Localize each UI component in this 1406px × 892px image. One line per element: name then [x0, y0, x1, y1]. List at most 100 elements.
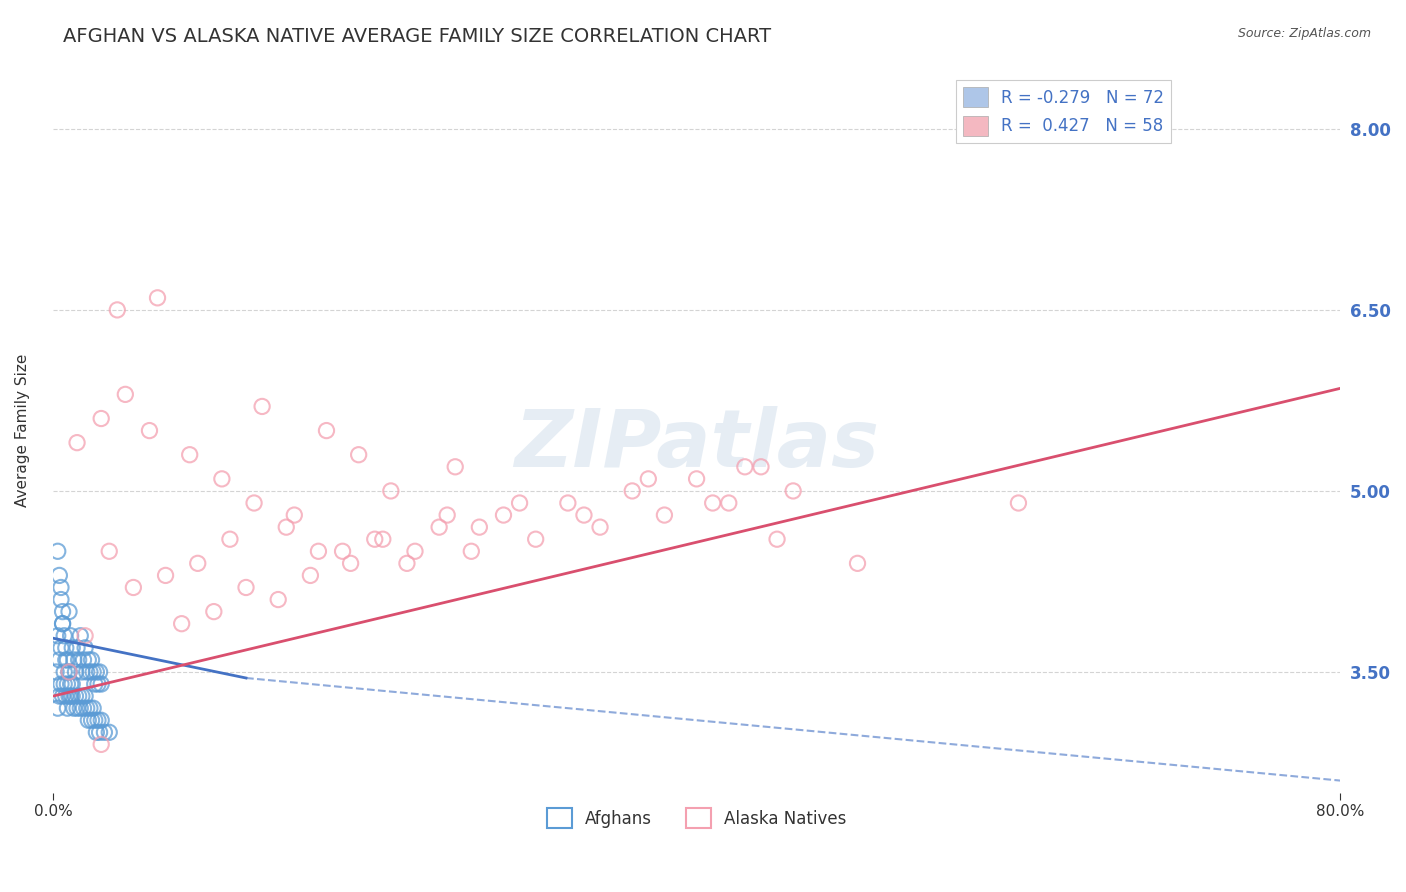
Point — [79, 701, 101, 715]
Point — [219, 532, 242, 546]
Point — [404, 544, 426, 558]
Point — [49, 592, 72, 607]
Point — [734, 459, 756, 474]
Point — [60, 640, 83, 655]
Point — [83, 677, 105, 691]
Point — [86, 725, 108, 739]
Point — [202, 605, 225, 619]
Point — [444, 459, 467, 474]
Point — [82, 665, 104, 679]
Point — [427, 520, 450, 534]
Point — [70, 665, 93, 679]
Point — [637, 472, 659, 486]
Point — [58, 605, 80, 619]
Point — [63, 701, 86, 715]
Point — [58, 665, 80, 679]
Point — [146, 291, 169, 305]
Point — [83, 713, 105, 727]
Point — [347, 448, 370, 462]
Point — [315, 424, 337, 438]
Point — [56, 701, 79, 715]
Point — [46, 701, 69, 715]
Point — [846, 557, 869, 571]
Point — [276, 520, 298, 534]
Point — [1007, 496, 1029, 510]
Point — [77, 653, 100, 667]
Point — [524, 532, 547, 546]
Point — [58, 665, 80, 679]
Point — [52, 689, 75, 703]
Point — [307, 544, 329, 558]
Point — [749, 459, 772, 474]
Point — [122, 581, 145, 595]
Point — [49, 581, 72, 595]
Point — [55, 653, 77, 667]
Point — [621, 483, 644, 498]
Point — [468, 520, 491, 534]
Point — [436, 508, 458, 522]
Point — [283, 508, 305, 522]
Point — [250, 400, 273, 414]
Point — [66, 701, 89, 715]
Point — [98, 544, 121, 558]
Text: Source: ZipAtlas.com: Source: ZipAtlas.com — [1237, 27, 1371, 40]
Point — [339, 557, 361, 571]
Point — [685, 472, 707, 486]
Point — [138, 424, 160, 438]
Point — [782, 483, 804, 498]
Point — [371, 532, 394, 546]
Point — [48, 689, 70, 703]
Point — [82, 701, 104, 715]
Point — [267, 592, 290, 607]
Point — [766, 532, 789, 546]
Point — [48, 568, 70, 582]
Point — [76, 665, 98, 679]
Point — [702, 496, 724, 510]
Text: ZIPatlas: ZIPatlas — [515, 406, 879, 484]
Point — [60, 689, 83, 703]
Point — [80, 653, 103, 667]
Point — [58, 689, 80, 703]
Text: AFGHAN VS ALASKA NATIVE AVERAGE FAMILY SIZE CORRELATION CHART: AFGHAN VS ALASKA NATIVE AVERAGE FAMILY S… — [63, 27, 772, 45]
Point — [187, 557, 209, 571]
Point — [52, 605, 75, 619]
Point — [364, 532, 387, 546]
Point — [89, 725, 111, 739]
Point — [243, 496, 266, 510]
Point — [492, 508, 515, 522]
Point — [72, 653, 94, 667]
Point — [75, 689, 97, 703]
Point — [53, 665, 76, 679]
Point — [75, 629, 97, 643]
Point — [53, 677, 76, 691]
Point — [63, 653, 86, 667]
Point — [87, 713, 110, 727]
Point — [52, 616, 75, 631]
Point — [105, 302, 128, 317]
Point — [86, 665, 108, 679]
Point — [59, 677, 82, 691]
Point — [98, 725, 121, 739]
Point — [90, 713, 112, 727]
Point — [45, 665, 67, 679]
Point — [395, 557, 418, 571]
Point — [46, 544, 69, 558]
Point — [46, 629, 69, 643]
Point — [53, 629, 76, 643]
Point — [170, 616, 193, 631]
Point — [90, 738, 112, 752]
Point — [90, 677, 112, 691]
Point — [89, 665, 111, 679]
Point — [69, 701, 91, 715]
Y-axis label: Average Family Size: Average Family Size — [15, 354, 30, 508]
Point — [49, 677, 72, 691]
Point — [72, 701, 94, 715]
Point — [59, 629, 82, 643]
Point — [87, 677, 110, 691]
Point — [55, 689, 77, 703]
Point — [589, 520, 612, 534]
Point — [52, 616, 75, 631]
Point — [77, 713, 100, 727]
Point — [65, 689, 87, 703]
Point — [332, 544, 354, 558]
